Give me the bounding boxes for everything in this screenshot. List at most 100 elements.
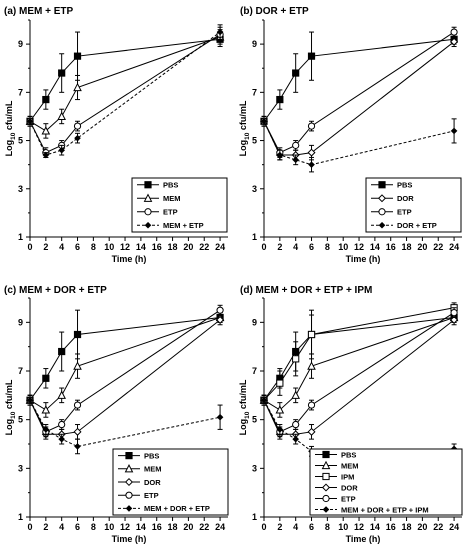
series-line <box>263 312 455 433</box>
legend-frame <box>309 448 463 516</box>
x-tick-label: 24 <box>215 522 225 532</box>
y-tick-label: 3 <box>252 184 257 194</box>
chart-title: (a) MEM + ETP <box>4 6 74 17</box>
y-tick-label: 9 <box>18 317 23 327</box>
series-etp <box>260 307 458 438</box>
data-point <box>276 151 284 159</box>
x-tick-label: 8 <box>91 242 96 252</box>
legend: PBS DOR ETP DOR + ETP <box>365 177 462 233</box>
legend-label: MEM <box>163 194 181 203</box>
y-tick-label: 5 <box>252 415 257 425</box>
x-tick-label: 4 <box>59 522 64 532</box>
legend-item-mem-dor-etp: MEM + DOR + ETP <box>118 504 210 513</box>
x-tick-label: 14 <box>136 522 146 532</box>
legend-marker <box>124 464 134 473</box>
y-axis-label-unit: cfu/mL <box>4 100 14 133</box>
legend-item-mem: MEM <box>315 460 359 470</box>
y-tick-label: 3 <box>18 463 23 473</box>
data-point <box>260 396 268 404</box>
series-line <box>29 38 221 122</box>
x-tick-label: 12 <box>354 242 364 252</box>
legend-label: MEM + DOR + ETP <box>144 504 210 513</box>
series-pbs <box>26 309 224 406</box>
data-point <box>292 156 299 164</box>
x-tick-label: 10 <box>104 242 114 252</box>
data-point <box>73 330 82 339</box>
legend: PBS MEM DOR ETP MEM + DOR + ETP <box>112 448 229 516</box>
x-tick-label: 20 <box>183 242 193 252</box>
legend-label: MEM <box>144 465 162 474</box>
data-point <box>292 435 299 443</box>
y-tick-label: 7 <box>18 366 23 376</box>
legend-item-pbs: PBS <box>137 181 178 190</box>
legend-item-dor: DOR <box>371 194 414 203</box>
x-tick-label: 0 <box>261 522 266 532</box>
y-axis-label-main: Log <box>238 419 248 436</box>
y-axis-label: Log10 cfu/mL <box>238 379 251 435</box>
data-point <box>292 355 300 363</box>
y-tick-label: 9 <box>252 39 257 49</box>
x-axis-label: Time (h) <box>112 534 147 544</box>
legend-marker <box>144 221 152 229</box>
data-point <box>73 52 82 60</box>
x-tick-label: 6 <box>75 242 80 252</box>
x-tick-label: 12 <box>120 522 130 532</box>
legend-label: DOR <box>341 483 358 492</box>
x-tick-label: 24 <box>449 522 459 532</box>
data-point <box>57 390 66 399</box>
x-tick-label: 10 <box>338 242 348 252</box>
series-dor <box>25 314 225 440</box>
data-point <box>450 315 459 324</box>
series-line <box>29 316 221 401</box>
data-point <box>73 427 82 436</box>
x-tick-label: 24 <box>215 242 225 252</box>
data-point <box>307 148 316 157</box>
x-axis-label: Time (h) <box>112 254 147 264</box>
x-tick-label: 10 <box>104 522 114 532</box>
data-point <box>41 405 51 414</box>
x-tick-label: 18 <box>168 242 178 252</box>
legend-marker <box>144 181 152 189</box>
data-point <box>73 361 82 370</box>
data-point <box>58 146 65 154</box>
y-axis-label-main: Log <box>4 419 14 436</box>
y-axis-label-main: Log <box>238 140 248 157</box>
series-mem-dor-etp-ipm <box>260 394 458 457</box>
legend-label: ETP <box>341 494 356 503</box>
chart-title: (c) MEM + DOR + ETP <box>4 285 107 296</box>
data-point <box>307 122 316 130</box>
legend-item-mem-etp: MEM + ETP <box>137 221 204 230</box>
y-axis-label: Log10 cfu/mL <box>4 379 17 435</box>
series-line <box>29 31 221 156</box>
legend-marker <box>378 221 386 229</box>
chart-title: (d) MEM + DOR + ETP + IPM <box>240 285 372 296</box>
legend-item-ipm: IPM <box>315 472 354 481</box>
series-line <box>263 121 455 166</box>
x-tick-label: 24 <box>449 242 459 252</box>
data-point <box>307 427 316 436</box>
data-point <box>216 306 224 314</box>
legend-label: PBS <box>163 181 178 190</box>
series-mem <box>259 312 459 418</box>
data-point <box>291 390 300 399</box>
x-tick-label: 8 <box>91 522 96 532</box>
x-tick-label: 12 <box>120 242 130 252</box>
series-mem-dor-etp <box>26 394 224 455</box>
data-point <box>276 379 284 387</box>
data-point <box>58 420 66 429</box>
legend-label: PBS <box>397 181 412 190</box>
y-tick-label: 1 <box>18 512 23 522</box>
legend-marker <box>143 193 153 202</box>
x-tick-label: 22 <box>199 242 209 252</box>
legend-item-pbs: PBS <box>118 451 159 460</box>
legend-marker <box>125 505 133 512</box>
x-tick-label: 22 <box>433 242 443 252</box>
y-axis-label-subscript: 10 <box>10 411 17 419</box>
legend-marker <box>124 477 134 487</box>
x-tick-label: 2 <box>43 242 48 252</box>
x-tick-label: 14 <box>370 522 380 532</box>
